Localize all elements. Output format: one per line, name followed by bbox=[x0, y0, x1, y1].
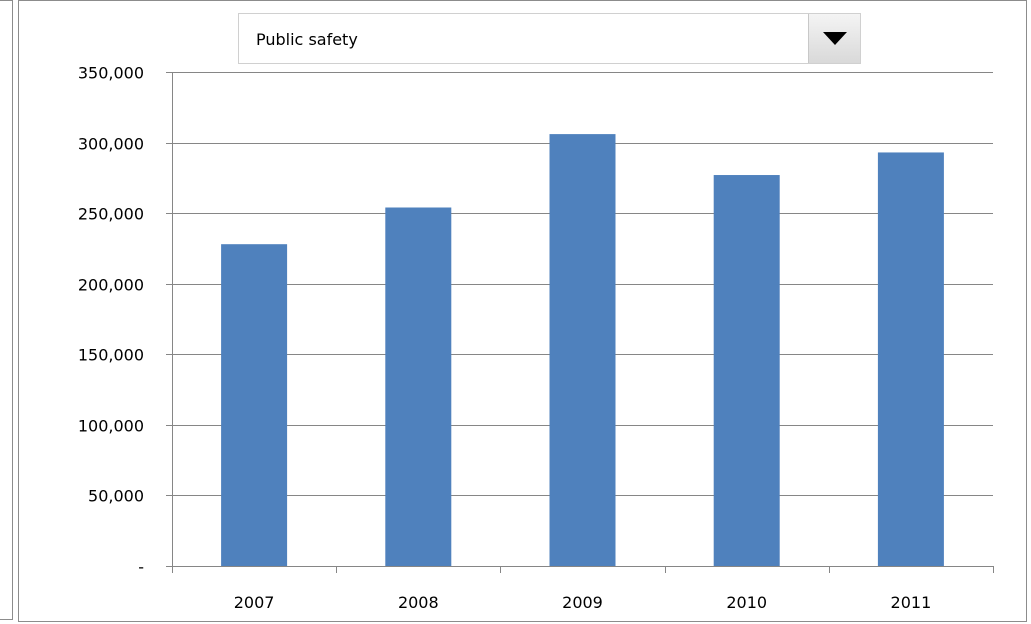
x-tick-label: 2011 bbox=[891, 593, 932, 612]
dropdown-toggle-button[interactable] bbox=[808, 14, 860, 63]
x-tick-label: 2010 bbox=[726, 593, 767, 612]
category-dropdown[interactable]: Public safety bbox=[238, 13, 861, 64]
y-tick-label: 250,000 bbox=[78, 205, 144, 224]
bar-2010 bbox=[713, 175, 780, 566]
dropdown-selected-value: Public safety bbox=[256, 30, 358, 49]
chart-frame bbox=[18, 0, 1027, 622]
bar-2008 bbox=[385, 207, 452, 567]
bar-2009 bbox=[549, 134, 616, 567]
y-tick-label: 100,000 bbox=[78, 417, 144, 436]
x-tick-label: 2007 bbox=[234, 593, 275, 612]
side-panel-edge bbox=[0, 0, 13, 620]
x-tick-label: 2008 bbox=[398, 593, 439, 612]
chevron-down-icon bbox=[823, 32, 847, 45]
bar-2011 bbox=[877, 152, 944, 567]
bar-2007 bbox=[221, 244, 288, 567]
y-tick-label: 300,000 bbox=[78, 135, 144, 154]
y-tick-label: 200,000 bbox=[78, 276, 144, 295]
y-tick-label: 350,000 bbox=[78, 64, 144, 83]
y-tick-label: 150,000 bbox=[78, 346, 144, 365]
y-tick-label: - bbox=[138, 558, 144, 577]
x-tick-label: 2009 bbox=[562, 593, 603, 612]
y-tick-label: 50,000 bbox=[88, 487, 144, 506]
